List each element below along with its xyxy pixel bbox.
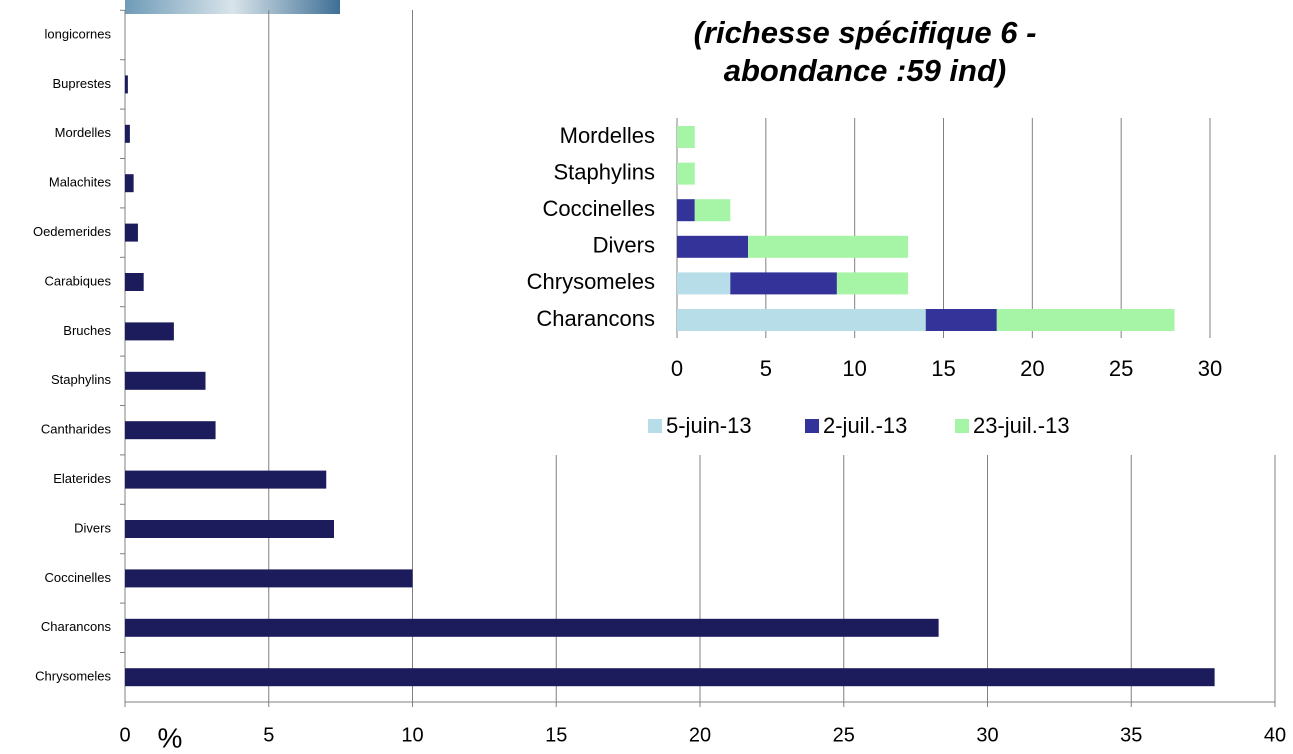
x-tick-label: 0 — [119, 724, 130, 746]
photo — [125, 0, 340, 14]
y-tick-label: Divers — [74, 520, 111, 535]
legend-label: 5-juin-13 — [666, 413, 752, 438]
legend-label: 2-juil.-13 — [823, 413, 907, 438]
bar-segment — [677, 162, 695, 185]
bar-segment — [677, 272, 731, 295]
legend-swatch — [805, 419, 819, 433]
y-tick-label: Staphylins — [51, 372, 111, 387]
bar-segment — [748, 235, 908, 258]
x-tick-label: 15 — [931, 356, 955, 381]
x-axis-label: % — [158, 722, 183, 753]
y-tick-label: Elaterides — [53, 471, 111, 486]
bar — [125, 174, 134, 193]
y-tick-label: Chrysomeles — [527, 269, 655, 294]
x-tick-label: 25 — [1109, 356, 1133, 381]
x-tick-label: 10 — [842, 356, 866, 381]
bar-segment — [677, 199, 695, 222]
x-tick-label: 30 — [1198, 356, 1222, 381]
y-tick-label: Mordelles — [560, 123, 655, 148]
inset-background — [420, 0, 1293, 455]
bar — [125, 569, 413, 588]
y-tick-label: Mordelles — [55, 125, 112, 140]
y-tick-label: Oedemerides — [33, 224, 112, 239]
bar — [125, 520, 335, 538]
bar — [125, 75, 128, 94]
bar-segment — [836, 272, 908, 295]
legend-swatch — [648, 419, 662, 433]
x-tick-label: 0 — [671, 356, 683, 381]
bar-segment — [677, 235, 749, 258]
y-tick-label: Malachites — [49, 175, 112, 190]
x-tick-label: 40 — [1264, 724, 1286, 746]
x-tick-label: 10 — [401, 724, 423, 746]
legend-label: 23-juil.-13 — [973, 413, 1070, 438]
bar — [125, 421, 216, 440]
bar-segment — [925, 309, 997, 331]
bar-segment — [677, 309, 926, 331]
y-tick-label: Coccinelles — [45, 570, 112, 585]
y-tick-label: Cantharides — [41, 422, 112, 437]
bar — [125, 223, 138, 242]
x-tick-label: 5 — [263, 724, 274, 746]
legend-swatch — [955, 419, 969, 433]
y-tick-label: Coccinelles — [543, 196, 656, 221]
bar — [125, 124, 130, 143]
x-tick-label: 30 — [976, 724, 998, 746]
bar-segment — [730, 272, 837, 295]
y-tick-label: Carabiques — [45, 273, 112, 288]
bar — [125, 273, 144, 291]
bar — [125, 668, 1215, 687]
chart-title: abondance :59 ind) — [724, 53, 1006, 88]
bar-segment — [996, 309, 1175, 331]
bar-segment — [677, 126, 695, 148]
x-tick-label: 20 — [689, 724, 711, 746]
inset-chart: (richesse spécifique 6 -abondance :59 in… — [527, 15, 1223, 438]
x-tick-label: 25 — [833, 724, 855, 746]
bar — [125, 322, 174, 341]
x-tick-label: 15 — [545, 724, 567, 746]
y-tick-label: Charancons — [41, 619, 112, 634]
y-tick-label: longicornes — [45, 26, 112, 41]
y-tick-label: Staphylins — [553, 159, 655, 184]
y-tick-label: Charancons — [536, 306, 655, 331]
chart-title: (richesse spécifique 6 - — [694, 15, 1037, 50]
bar — [125, 371, 206, 390]
y-tick-label: Bruches — [63, 323, 111, 338]
y-tick-label: Divers — [593, 233, 655, 258]
bar-segment — [694, 199, 731, 222]
x-tick-label: 20 — [1020, 356, 1044, 381]
bar — [125, 618, 939, 637]
x-tick-label: 35 — [1120, 724, 1142, 746]
y-tick-label: Buprestes — [52, 76, 111, 91]
bar — [125, 470, 327, 489]
x-tick-label: 5 — [760, 356, 772, 381]
y-tick-label: Chrysomeles — [35, 669, 111, 684]
